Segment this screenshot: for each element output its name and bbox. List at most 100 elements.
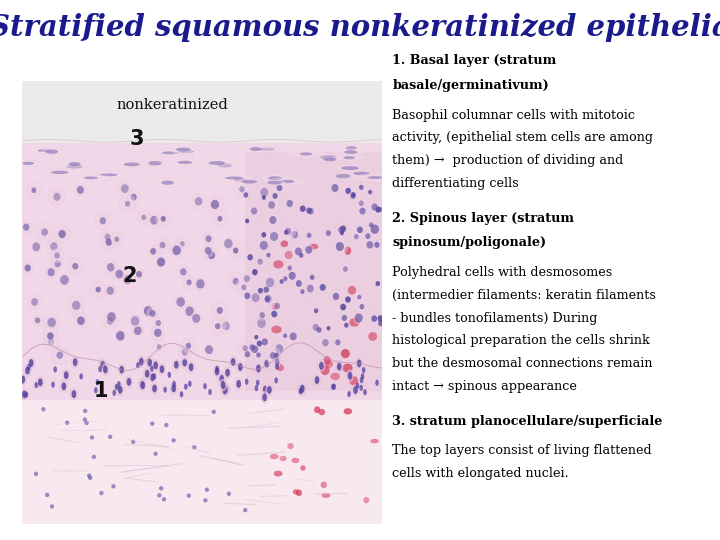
Ellipse shape bbox=[46, 238, 62, 255]
Ellipse shape bbox=[116, 331, 125, 341]
Ellipse shape bbox=[66, 164, 83, 168]
Ellipse shape bbox=[48, 187, 66, 207]
Ellipse shape bbox=[99, 359, 107, 371]
Ellipse shape bbox=[329, 173, 357, 179]
Ellipse shape bbox=[351, 192, 356, 198]
Ellipse shape bbox=[140, 381, 145, 388]
Ellipse shape bbox=[28, 147, 61, 153]
Ellipse shape bbox=[272, 341, 287, 356]
Ellipse shape bbox=[256, 184, 272, 201]
Ellipse shape bbox=[276, 364, 284, 371]
Ellipse shape bbox=[157, 258, 165, 267]
Text: but the desmosomal connections remain: but the desmosomal connections remain bbox=[392, 357, 653, 370]
Ellipse shape bbox=[347, 391, 351, 397]
Ellipse shape bbox=[262, 393, 267, 401]
Text: differentiating cells: differentiating cells bbox=[392, 177, 519, 190]
Ellipse shape bbox=[320, 284, 325, 291]
Ellipse shape bbox=[349, 229, 363, 244]
Ellipse shape bbox=[47, 332, 54, 340]
Ellipse shape bbox=[139, 357, 144, 366]
Ellipse shape bbox=[298, 382, 306, 395]
Ellipse shape bbox=[53, 224, 71, 244]
Ellipse shape bbox=[344, 150, 357, 154]
Ellipse shape bbox=[338, 311, 351, 325]
Ellipse shape bbox=[59, 274, 70, 286]
Ellipse shape bbox=[274, 377, 278, 383]
Ellipse shape bbox=[274, 260, 284, 268]
Ellipse shape bbox=[270, 232, 278, 241]
Text: 3: 3 bbox=[130, 129, 144, 148]
Ellipse shape bbox=[341, 349, 350, 358]
Ellipse shape bbox=[292, 231, 298, 238]
Ellipse shape bbox=[206, 195, 224, 214]
Ellipse shape bbox=[289, 333, 297, 340]
Ellipse shape bbox=[117, 181, 132, 197]
Ellipse shape bbox=[41, 148, 63, 155]
Ellipse shape bbox=[273, 355, 281, 368]
Ellipse shape bbox=[267, 180, 282, 185]
Ellipse shape bbox=[331, 237, 348, 256]
Ellipse shape bbox=[172, 381, 176, 387]
Ellipse shape bbox=[310, 275, 315, 280]
Ellipse shape bbox=[264, 295, 272, 303]
Ellipse shape bbox=[205, 345, 213, 354]
Ellipse shape bbox=[84, 177, 98, 179]
Ellipse shape bbox=[50, 504, 54, 509]
Ellipse shape bbox=[300, 152, 312, 156]
Ellipse shape bbox=[150, 216, 158, 225]
Ellipse shape bbox=[150, 382, 158, 395]
Ellipse shape bbox=[338, 144, 364, 152]
Ellipse shape bbox=[143, 368, 151, 380]
Ellipse shape bbox=[148, 359, 152, 367]
Ellipse shape bbox=[330, 373, 340, 380]
Ellipse shape bbox=[322, 339, 329, 346]
Ellipse shape bbox=[258, 288, 263, 294]
Ellipse shape bbox=[61, 382, 66, 390]
Ellipse shape bbox=[319, 362, 324, 370]
Ellipse shape bbox=[283, 276, 287, 281]
Ellipse shape bbox=[153, 340, 166, 354]
Ellipse shape bbox=[202, 244, 214, 257]
Ellipse shape bbox=[314, 406, 320, 413]
Ellipse shape bbox=[171, 384, 176, 393]
Ellipse shape bbox=[333, 383, 336, 390]
Bar bbox=[22, 81, 382, 143]
Ellipse shape bbox=[134, 326, 142, 335]
Ellipse shape bbox=[31, 241, 41, 253]
Ellipse shape bbox=[23, 224, 30, 231]
Ellipse shape bbox=[242, 180, 257, 184]
Ellipse shape bbox=[77, 316, 85, 325]
Ellipse shape bbox=[326, 326, 330, 330]
Ellipse shape bbox=[150, 248, 156, 254]
Ellipse shape bbox=[275, 363, 279, 370]
Ellipse shape bbox=[171, 438, 176, 443]
Ellipse shape bbox=[72, 301, 81, 310]
Ellipse shape bbox=[257, 259, 263, 265]
Ellipse shape bbox=[131, 440, 135, 444]
Ellipse shape bbox=[374, 242, 379, 248]
Ellipse shape bbox=[372, 315, 377, 322]
Ellipse shape bbox=[53, 193, 60, 201]
Ellipse shape bbox=[359, 304, 364, 309]
Ellipse shape bbox=[65, 421, 69, 425]
Text: activity, (epithelial stem cells are among: activity, (epithelial stem cells are amo… bbox=[392, 131, 654, 144]
Ellipse shape bbox=[186, 279, 192, 285]
Ellipse shape bbox=[145, 370, 150, 377]
Ellipse shape bbox=[292, 458, 300, 463]
Ellipse shape bbox=[271, 326, 282, 333]
Ellipse shape bbox=[368, 190, 372, 194]
Ellipse shape bbox=[222, 176, 258, 184]
Ellipse shape bbox=[189, 363, 194, 371]
Ellipse shape bbox=[32, 187, 36, 193]
Ellipse shape bbox=[238, 178, 262, 185]
Ellipse shape bbox=[312, 324, 319, 331]
Ellipse shape bbox=[215, 368, 220, 375]
Ellipse shape bbox=[156, 320, 161, 326]
Ellipse shape bbox=[31, 298, 38, 306]
Ellipse shape bbox=[359, 384, 363, 391]
Ellipse shape bbox=[64, 371, 68, 379]
Ellipse shape bbox=[196, 279, 204, 288]
Ellipse shape bbox=[263, 386, 268, 394]
Ellipse shape bbox=[215, 323, 220, 329]
Ellipse shape bbox=[113, 267, 125, 281]
